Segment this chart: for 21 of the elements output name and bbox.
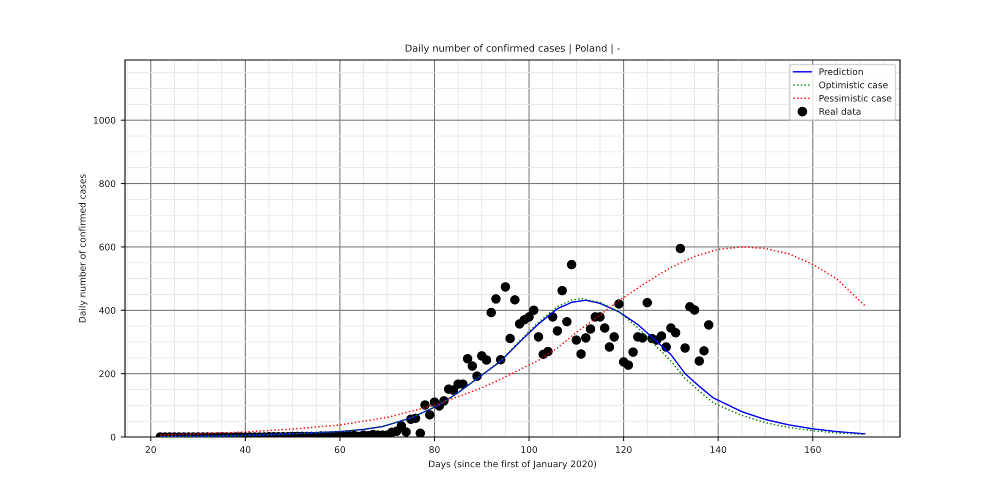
x-tick-label: 140 — [710, 446, 726, 454]
y-tick-label: 200 — [99, 370, 116, 378]
y-axis-title: Daily number of confirmed cases — [78, 174, 88, 322]
y-tick-label: 800 — [99, 180, 116, 188]
x-tick-label: 20 — [146, 446, 156, 454]
y-tick-label: 600 — [99, 244, 116, 250]
x-tick-label: 80 — [429, 446, 440, 454]
legend-label: Pessimistic case — [820, 94, 892, 102]
legend-label: Prediction — [820, 68, 863, 76]
chart-title: Daily number of confirmed cases | Poland | - — [406, 44, 620, 54]
x-tick-label: 160 — [805, 446, 821, 454]
x-tick-label: 120 — [616, 446, 632, 454]
x-tick-label: 40 — [240, 446, 250, 454]
y-tick-label: 400 — [99, 307, 116, 314]
y-tick-label: 0 — [110, 434, 116, 441]
x-axis-title: Days (since the first of January 2020) — [429, 460, 596, 470]
x-tick-label: 60 — [334, 446, 346, 454]
legend-label: Optimistic case — [819, 81, 888, 90]
x-tick-label: 100 — [521, 446, 538, 454]
y-tick-label: 1000 — [94, 116, 116, 124]
legend-label: Real data — [820, 108, 860, 115]
